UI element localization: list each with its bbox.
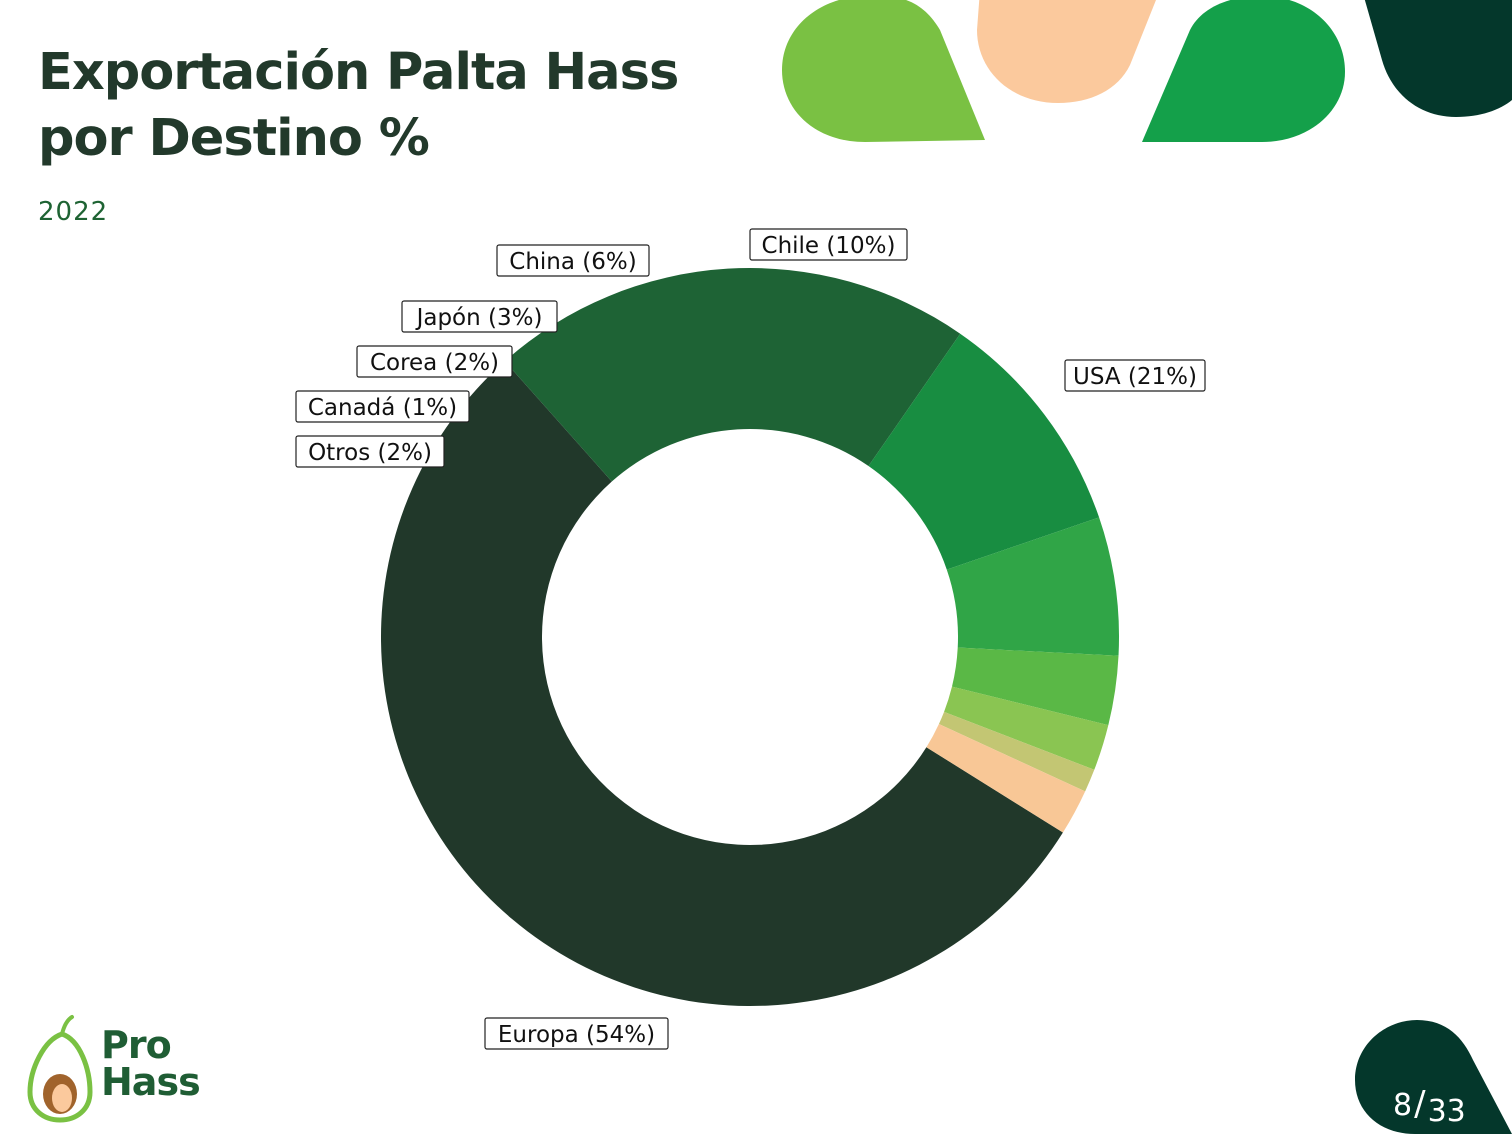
slice-label-text: USA (21%) [1073, 364, 1197, 390]
slice-canadá [938, 711, 1095, 792]
title-line-2: por Destino % [38, 109, 430, 168]
leaf-green-shape [1142, 0, 1345, 142]
slice-label-europa: Europa (54%) [484, 1017, 669, 1050]
year-subtitle: 2022 [38, 197, 109, 227]
slice-label-usa: USA (21%) [1064, 359, 1206, 392]
leaf-dark-shape [1364, 0, 1512, 117]
slice-label-text: China (6%) [509, 249, 636, 275]
slice-label-text: Otros (2%) [308, 440, 432, 466]
slice-china [946, 517, 1119, 656]
slice-label-box [295, 435, 445, 468]
chart-slices [380, 268, 1119, 1007]
slice-label-japón: Japón (3%) [401, 300, 558, 333]
leaf-peach-shape [977, 0, 1156, 103]
logo-wordmark: Pro Hass [101, 1023, 201, 1104]
page-separator: / [1414, 1084, 1426, 1124]
logo-line-1: Pro [101, 1023, 172, 1067]
slice-label-box [749, 228, 908, 261]
page-total: 33 [1427, 1094, 1466, 1129]
page-current: 8 [1393, 1088, 1413, 1123]
slice-label-china: China (6%) [496, 244, 650, 277]
prohass-logo [27, 1015, 93, 1123]
slice-label-box [496, 244, 650, 277]
slice-usa [504, 268, 961, 482]
slice-label-box [401, 300, 558, 333]
header-decoration [782, 0, 1512, 142]
slice-corea [944, 686, 1109, 770]
slice-label-otros: Otros (2%) [295, 435, 445, 468]
slice-label-text: Europa (54%) [498, 1022, 655, 1048]
logo-line-2: Hass [101, 1060, 201, 1104]
slice-japón [951, 647, 1119, 726]
slice-label-text: Chile (10%) [762, 233, 896, 259]
avocado-icon [27, 1015, 93, 1123]
slice-label-box [1064, 359, 1206, 392]
chart-labels: Europa (54%) USA (21%) Chile (10%) China (6… [295, 228, 1206, 1050]
slice-label-canadá: Canadá (1%) [295, 390, 470, 423]
slice-label-corea: Corea (2%) [356, 345, 513, 378]
slice-otros [926, 724, 1086, 833]
slice-europa [380, 361, 1063, 1007]
title-line-1: Exportación Palta Hass [38, 43, 679, 102]
slice-label-text: Corea (2%) [370, 350, 499, 376]
slice-label-box [484, 1017, 669, 1050]
slice-label-box [295, 390, 470, 423]
slice-label-box [356, 345, 513, 378]
page-counter: 8/33 [1393, 1084, 1466, 1129]
slice-chile [868, 333, 1100, 570]
slice-label-text: Japón (3%) [415, 305, 543, 331]
page-title: Exportación Palta Hass por Destino % [38, 40, 679, 172]
slice-label-chile: Chile (10%) [749, 228, 908, 261]
page-counter-badge [1355, 1020, 1512, 1134]
leaf-light-green-shape [782, 0, 985, 142]
slice-label-text: Canadá (1%) [308, 395, 457, 421]
